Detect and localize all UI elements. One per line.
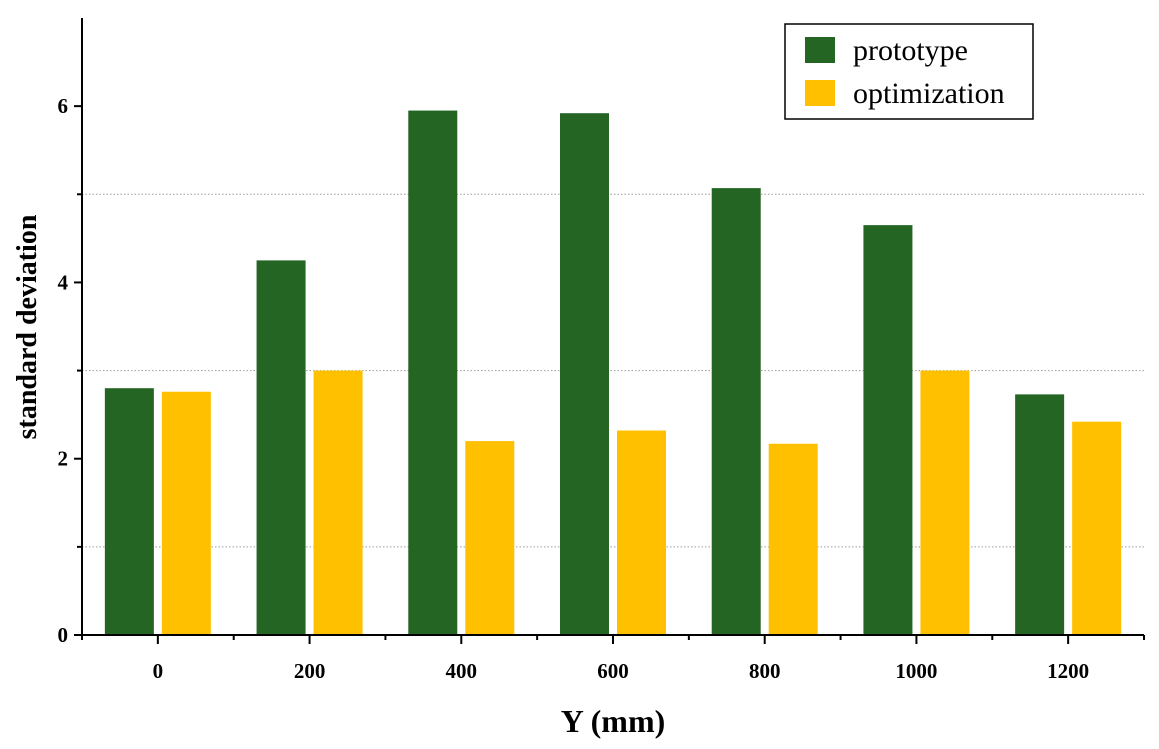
bar-optimization-200 xyxy=(313,370,363,635)
x-axis-title: Y (mm) xyxy=(561,703,666,739)
bar-optimization-600 xyxy=(617,430,666,635)
legend-swatch-prototype xyxy=(805,37,835,63)
y-tick-label: 0 xyxy=(58,623,69,647)
bar-prototype-200 xyxy=(256,260,306,635)
bar-optimization-1200 xyxy=(1072,421,1122,635)
bar-prototype-400 xyxy=(408,110,458,636)
y-tick-label: 6 xyxy=(58,94,69,118)
x-tick-label: 1000 xyxy=(895,659,937,683)
bar-prototype-0 xyxy=(104,388,154,635)
bar-optimization-400 xyxy=(465,441,515,635)
x-tick-label: 200 xyxy=(294,659,326,683)
x-tick-label: 400 xyxy=(446,659,478,683)
bar-optimization-1000 xyxy=(920,370,970,635)
bar-prototype-1200 xyxy=(1015,394,1065,635)
legend-swatch-optimization xyxy=(805,80,835,106)
legend-label-prototype: prototype xyxy=(853,34,968,67)
x-tick-label: 0 xyxy=(153,659,164,683)
y-tick-label: 2 xyxy=(58,447,69,471)
bars xyxy=(104,110,1122,636)
y-tick-label: 4 xyxy=(58,270,69,294)
bar-prototype-800 xyxy=(711,188,761,635)
bar-optimization-0 xyxy=(161,391,211,635)
bar-prototype-600 xyxy=(560,113,609,636)
legend: prototype optimization xyxy=(784,23,1034,120)
bar-prototype-1000 xyxy=(863,225,913,635)
bar-optimization-800 xyxy=(768,443,818,635)
y-ticks: 0 2 4 6 xyxy=(58,94,82,647)
x-tick-label: 800 xyxy=(749,659,781,683)
gridlines xyxy=(82,193,1144,548)
legend-label-optimization: optimization xyxy=(853,77,1005,110)
y-axis-title: standard deviation xyxy=(12,214,43,439)
x-tick-label: 600 xyxy=(597,659,629,683)
x-ticks: 0 200 400 600 800 1000 1200 xyxy=(81,635,1145,683)
x-tick-label: 1200 xyxy=(1047,659,1089,683)
